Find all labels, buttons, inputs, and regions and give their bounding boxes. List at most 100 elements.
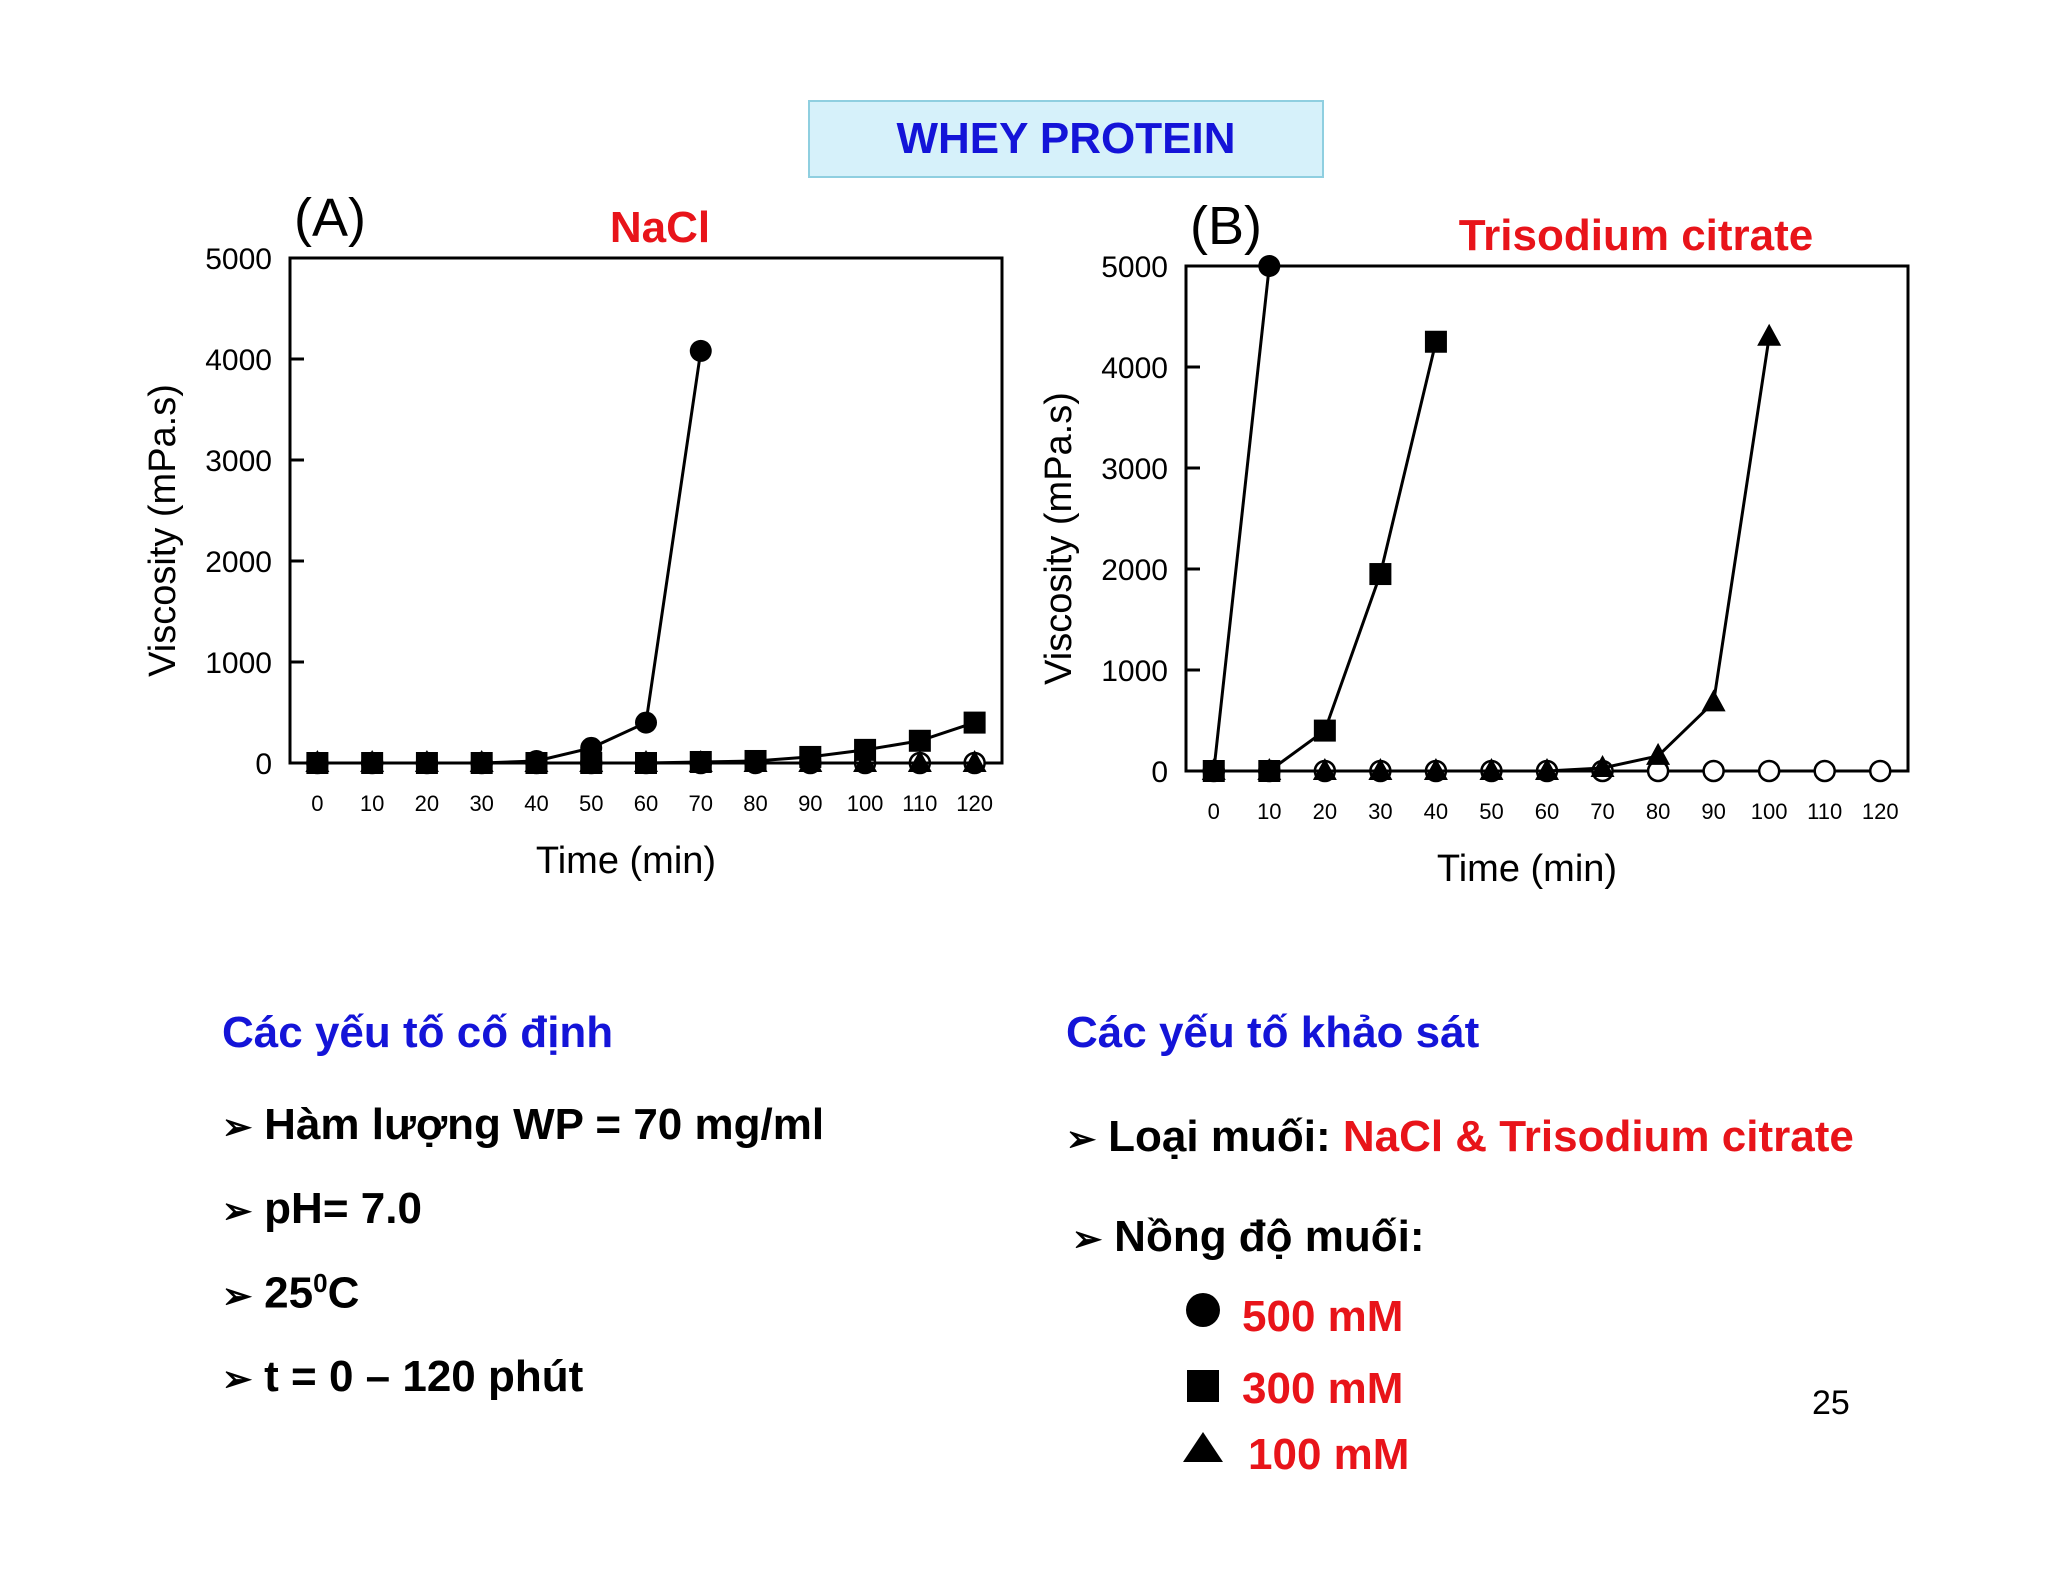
point-b-triangle-filled-9 bbox=[1701, 689, 1726, 712]
y-tick-label-b-0: 0 bbox=[1151, 756, 1168, 789]
x-tick-label-b-1: 10 bbox=[1257, 799, 1281, 824]
plot-frame-b bbox=[1184, 264, 1910, 773]
point-a-square-filled-10 bbox=[854, 738, 877, 761]
point-b-circle-open-11 bbox=[1813, 759, 1836, 783]
survey-factors-heading: Các yếu tố khảo sát bbox=[1066, 1008, 1480, 1057]
y-tick-label-a-2: 2000 bbox=[205, 546, 272, 579]
page-number: 25 bbox=[1812, 1384, 1850, 1422]
x-tick-label-a-0: 0 bbox=[311, 791, 323, 816]
fixed-item-wp: ➢ Hàm lượng WP = 70 mg/ml bbox=[222, 1100, 825, 1149]
plot-frame-a bbox=[288, 256, 1004, 765]
survey-item-salt-type: ➢ Loại muối: NaCl & Trisodium citrate bbox=[1066, 1112, 1854, 1161]
panel-label-a: (A) bbox=[294, 188, 366, 248]
x-tick-label-a-2: 20 bbox=[415, 791, 439, 816]
x-tick-label-b-6: 60 bbox=[1535, 799, 1559, 824]
point-a-circle-filled-3 bbox=[470, 752, 493, 774]
x-tick-label-b-10: 100 bbox=[1751, 799, 1788, 824]
point-a-circle-filled-2 bbox=[415, 752, 438, 774]
y-tick-label-a-1: 1000 bbox=[205, 647, 272, 680]
x-tick-label-a-4: 40 bbox=[524, 791, 548, 816]
x-tick-label-a-10: 100 bbox=[847, 791, 884, 816]
point-a-triangle-filled-10 bbox=[853, 750, 878, 772]
fixed-item-ph: ➢ pH= 7.0 bbox=[222, 1184, 422, 1233]
x-tick-label-b-8: 80 bbox=[1646, 799, 1670, 824]
point-a-square-filled-8 bbox=[744, 749, 767, 772]
x-tick-label-a-5: 50 bbox=[579, 791, 603, 816]
x-tick-label-b-0: 0 bbox=[1208, 799, 1220, 824]
point-a-circle-filled-0 bbox=[306, 752, 329, 774]
x-tick-label-a-6: 60 bbox=[634, 791, 658, 816]
y-axis-label-b: Viscosity (mPa.s) bbox=[1038, 392, 1080, 685]
legend-500mm: 500 mM bbox=[1242, 1292, 1404, 1341]
point-b-circle-filled-0 bbox=[1202, 760, 1225, 782]
legend-circle-icon bbox=[1186, 1293, 1220, 1327]
point-b-triangle-filled-5 bbox=[1479, 758, 1504, 780]
y-tick-label-a-5: 5000 bbox=[205, 243, 272, 276]
x-tick-label-b-5: 50 bbox=[1479, 799, 1503, 824]
point-b-circle-open-10 bbox=[1757, 759, 1781, 783]
point-b-square-filled-2 bbox=[1313, 719, 1336, 742]
y-axis-label-a: Viscosity (mPa.s) bbox=[142, 384, 184, 677]
point-b-triangle-filled-10 bbox=[1757, 323, 1782, 346]
point-b-triangle-filled-4 bbox=[1423, 758, 1448, 780]
point-a-square-filled-5 bbox=[580, 752, 603, 774]
point-a-circle-filled-5 bbox=[580, 736, 603, 759]
y-tick-label-a-0: 0 bbox=[255, 748, 272, 781]
point-b-triangle-filled-2 bbox=[1312, 758, 1337, 780]
series-line-b-triangle-filled bbox=[1213, 336, 1771, 773]
x-tick-label-a-12: 120 bbox=[956, 791, 993, 816]
x-axis-label-b: Time (min) bbox=[1437, 848, 1617, 890]
point-a-circle-filled-1 bbox=[361, 752, 384, 774]
point-b-triangle-filled-7 bbox=[1590, 754, 1615, 777]
point-a-square-filled-6 bbox=[635, 752, 657, 774]
point-a-square-filled-7 bbox=[689, 750, 712, 773]
x-tick-label-b-4: 40 bbox=[1424, 799, 1448, 824]
x-tick-label-a-8: 80 bbox=[743, 791, 767, 816]
y-tick-label-b-4: 4000 bbox=[1101, 352, 1168, 385]
fixed-item-temperature: ➢ 250C bbox=[222, 1268, 360, 1318]
legend-square-icon bbox=[1187, 1370, 1219, 1402]
x-tick-label-a-7: 70 bbox=[689, 791, 713, 816]
x-tick-label-b-3: 30 bbox=[1368, 799, 1392, 824]
x-tick-label-b-12: 120 bbox=[1862, 799, 1899, 824]
fixed-item-time: ➢ t = 0 – 120 phút bbox=[222, 1352, 584, 1401]
x-tick-label-b-2: 20 bbox=[1313, 799, 1337, 824]
point-b-square-filled-1 bbox=[1258, 760, 1281, 782]
point-a-square-filled-12 bbox=[963, 711, 986, 734]
chart-title-b: Trisodium citrate bbox=[1459, 211, 1814, 260]
y-tick-label-b-1: 1000 bbox=[1101, 655, 1168, 688]
point-a-circle-filled-7 bbox=[689, 339, 712, 362]
y-tick-label-b-5: 5000 bbox=[1101, 251, 1168, 284]
point-b-circle-open-12 bbox=[1868, 759, 1892, 783]
legend-100mm: 100 mM bbox=[1248, 1430, 1410, 1479]
point-b-triangle-filled-3 bbox=[1368, 758, 1393, 780]
point-a-triangle-filled-11 bbox=[907, 750, 932, 772]
fixed-factors-heading: Các yếu tố cố định bbox=[222, 1008, 614, 1057]
series-line-b-circle-filled bbox=[1212, 265, 1271, 772]
point-b-triangle-filled-8 bbox=[1646, 742, 1671, 765]
panel-label-b: (B) bbox=[1190, 196, 1262, 256]
y-tick-label-b-2: 2000 bbox=[1101, 554, 1168, 587]
x-tick-label-a-3: 30 bbox=[469, 791, 493, 816]
x-tick-label-b-9: 90 bbox=[1701, 799, 1725, 824]
x-tick-label-a-9: 90 bbox=[798, 791, 822, 816]
chart-title-a: NaCl bbox=[610, 203, 710, 252]
legend-triangle-icon bbox=[1183, 1432, 1223, 1462]
point-a-circle-filled-4 bbox=[525, 749, 548, 772]
legend-300mm: 300 mM bbox=[1242, 1364, 1404, 1413]
point-a-triangle-filled-12 bbox=[962, 750, 987, 772]
legend-markers bbox=[1183, 1293, 1223, 1462]
point-b-triangle-filled-6 bbox=[1535, 758, 1559, 780]
x-axis-label-a: Time (min) bbox=[536, 840, 716, 882]
y-tick-label-b-3: 3000 bbox=[1101, 453, 1168, 486]
y-tick-label-a-4: 4000 bbox=[205, 344, 272, 377]
point-b-square-filled-3 bbox=[1369, 563, 1392, 586]
y-tick-label-a-3: 3000 bbox=[205, 445, 272, 478]
point-b-square-filled-4 bbox=[1424, 330, 1447, 353]
x-tick-label-b-11: 110 bbox=[1807, 799, 1842, 824]
survey-item-salt-concentration: ➢ Nồng độ muối: bbox=[1072, 1212, 1425, 1261]
x-tick-label-b-7: 70 bbox=[1590, 799, 1614, 824]
series-line-b-square-filled bbox=[1213, 341, 1438, 773]
point-a-circle-filled-6 bbox=[635, 711, 657, 734]
